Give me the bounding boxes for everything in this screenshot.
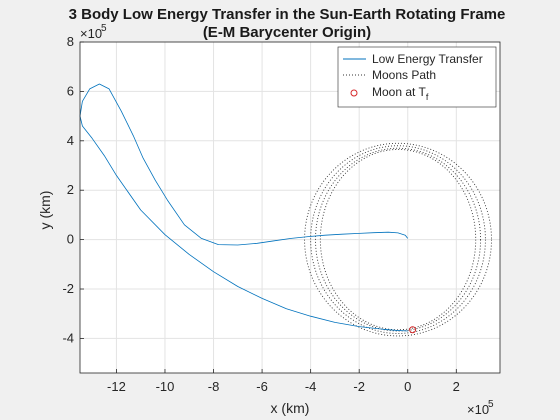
x-exponent-base: ×10 (467, 402, 489, 417)
x-tick-label: -10 (156, 379, 175, 394)
y-tick-label: 4 (67, 133, 74, 148)
moon-path-line (310, 145, 486, 334)
data-layer (79, 83, 492, 337)
y-tick-label: 2 (67, 182, 74, 197)
moon-path-line (319, 149, 477, 331)
y-axis-label: y (km) (37, 191, 53, 230)
moon-path-line (315, 147, 482, 332)
y-exponent-power: 5 (101, 23, 107, 34)
y-tick-label: -2 (62, 281, 74, 296)
x-tick-label: 2 (453, 379, 460, 394)
chart-title-line2: (E-M Barycenter Origin) (203, 24, 371, 41)
y-exponent-label: ×10 5 (80, 23, 107, 41)
x-tick-label: -4 (305, 379, 317, 394)
legend-label-moon-main: Moon at T (372, 85, 426, 99)
x-tick-label: -6 (256, 379, 268, 394)
legend-label-moon: Moon at Tf (372, 85, 429, 102)
y-tick-label: -4 (62, 330, 74, 345)
x-axis-label: x (km) (271, 400, 310, 416)
x-tick-label: -12 (107, 379, 126, 394)
legend-marker-moon (350, 89, 358, 97)
x-exponent-power: 5 (488, 399, 494, 410)
chart-title-line1: 3 Body Low Energy Transfer in the Sun-Ea… (69, 6, 506, 23)
axes-box (79, 41, 501, 374)
y-tick-label: 0 (67, 232, 74, 247)
y-tick-label: 8 (67, 34, 74, 49)
legend-label-transfer: Low Energy Transfer (372, 52, 483, 66)
transfer-trajectory-line (79, 83, 409, 332)
legend: Low Energy Transfer Moons Path Moon at T… (337, 46, 497, 108)
legend-label-moon-path: Moons Path (372, 68, 436, 82)
x-tick-label: 0 (404, 379, 411, 394)
y-tick-label: 6 (67, 83, 74, 98)
x-exponent-label: ×10 5 (467, 399, 494, 417)
y-exponent-base: ×10 (80, 26, 102, 41)
moon-at-tf-marker (409, 326, 417, 334)
moon-path-line (304, 142, 492, 337)
legend-box (337, 46, 497, 108)
ticks: -12 -10 -8 -6 -4 -2 0 2 -4 -2 0 2 4 6 8 (62, 34, 459, 394)
x-tick-label: -2 (353, 379, 365, 394)
legend-label-moon-sub: f (426, 92, 429, 102)
x-tick-label: -8 (208, 379, 220, 394)
